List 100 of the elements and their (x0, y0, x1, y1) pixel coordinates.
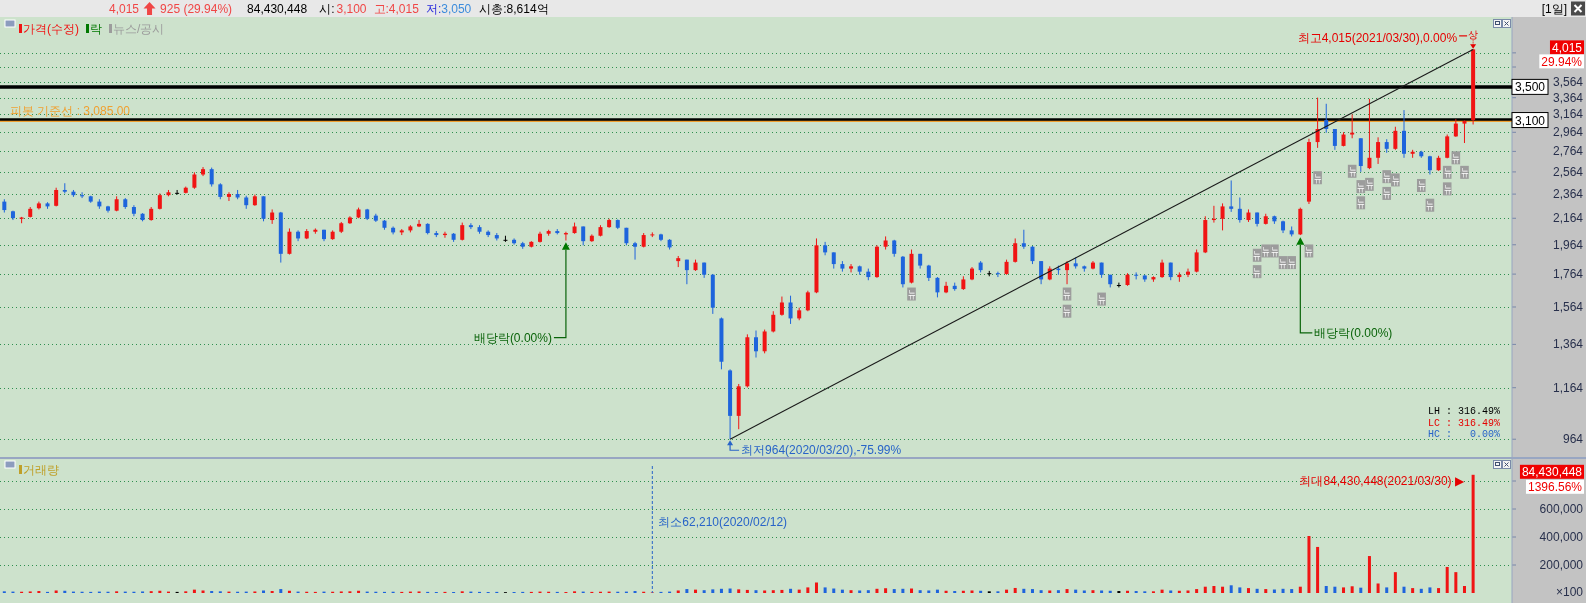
data-label: 뉴 (1443, 165, 1451, 179)
y-tick-label: 3,564 (1552, 74, 1584, 89)
candlestick (1367, 98, 1372, 170)
y-tick-label: 400,000 (1539, 530, 1584, 544)
candlestick (779, 296, 784, 317)
candlestick (1220, 202, 1225, 231)
bar (1238, 587, 1242, 593)
bar (754, 590, 758, 593)
candlestick (684, 259, 689, 285)
bar (1264, 589, 1268, 593)
bar (1056, 590, 1060, 593)
bar (1411, 588, 1415, 593)
text: 29.94% (1541, 54, 1583, 69)
bar (694, 589, 698, 593)
bar (1022, 588, 1026, 593)
y-tick-label: 1,164 (1552, 380, 1584, 395)
text: 84,430,448 (247, 2, 308, 16)
data-label: 뉴 (1357, 196, 1365, 210)
bar (1471, 474, 1475, 593)
annotation: 최저964(2020/03/20),-75.99% (741, 443, 902, 458)
candlestick (1393, 126, 1398, 151)
data-label: 뉴 (1253, 265, 1261, 278)
bar (1454, 572, 1458, 593)
bar (1419, 588, 1423, 593)
text: 고:4,015 (373, 2, 420, 16)
annotation: 최고4,015(2021/03/30),0.00% (1297, 31, 1458, 46)
data-label: 뉴 (1383, 186, 1391, 200)
text: 4,015 (1551, 40, 1583, 55)
candlestick (1350, 113, 1355, 139)
data-label: 뉴 (1383, 170, 1391, 183)
y-tick-label: 2,564 (1552, 164, 1584, 179)
bar (1342, 587, 1346, 593)
bar (1048, 590, 1052, 593)
bar (875, 588, 879, 593)
data-label: 뉴 (1460, 165, 1469, 179)
bar (1203, 586, 1207, 593)
bar (918, 590, 922, 593)
data-label: 뉴 (1288, 256, 1296, 269)
bar (1100, 590, 1104, 593)
bar (849, 590, 853, 593)
bar (54, 590, 58, 593)
bar (192, 589, 196, 593)
bar (1290, 589, 1294, 593)
bar (719, 588, 723, 593)
bar (823, 587, 827, 593)
bar (935, 589, 939, 593)
bar (780, 589, 784, 593)
text: [1일] (1541, 2, 1567, 16)
bar (745, 589, 749, 593)
ref-line-label: 3,100 (1514, 113, 1546, 128)
bar (910, 588, 914, 593)
y-tick-label: 200,000 (1539, 558, 1584, 572)
bar (1030, 589, 1034, 593)
bar (1350, 586, 1354, 593)
bar (702, 590, 706, 593)
annotation: 0.00% (1469, 429, 1500, 440)
text: 3,100 (336, 2, 367, 16)
bar (1160, 589, 1164, 593)
candlestick (261, 195, 266, 222)
ref-line-label: 피봇 기준선 : 3,085.00 (10, 104, 131, 119)
bar (1013, 587, 1017, 593)
bar (1376, 583, 1380, 593)
annotation: 배당락(0.00%) (1314, 326, 1393, 341)
bar (737, 589, 741, 593)
bar (1065, 589, 1069, 593)
data-label: 뉴 (1313, 171, 1322, 185)
candlestick (1229, 179, 1234, 213)
candlestick (1376, 136, 1381, 165)
bar (1298, 586, 1302, 593)
text: 1396.56% (1527, 480, 1583, 495)
bar (771, 590, 775, 593)
bar (1402, 586, 1406, 593)
bar (797, 589, 801, 593)
bar (1462, 586, 1466, 593)
bar (1324, 586, 1328, 593)
data-label: 뉴 (1063, 304, 1071, 318)
y-tick-label: 1,964 (1552, 237, 1584, 252)
bar (901, 588, 905, 593)
data-label: 뉴 (1357, 180, 1365, 193)
bar (927, 590, 931, 593)
bar (1074, 589, 1078, 593)
data-label: 뉴 (1279, 256, 1287, 269)
bar (884, 588, 888, 593)
annotation: 배당락(0.00%) (473, 331, 552, 346)
y-tick-label: 600,000 (1539, 502, 1584, 516)
candlestick (1021, 229, 1026, 250)
bar (1359, 587, 1363, 593)
candlestick (762, 329, 767, 354)
text: 925 (29.94%) (160, 2, 233, 16)
data-label: 뉴 (1391, 173, 1400, 187)
bar (1316, 546, 1320, 593)
legend-label: 가격(수정) (23, 22, 79, 36)
bar (1221, 586, 1225, 593)
candlestick (935, 276, 940, 298)
bar (1246, 588, 1250, 593)
bar (1039, 590, 1043, 593)
y-tick-label: 2,764 (1552, 144, 1584, 159)
bar (1333, 586, 1337, 593)
bar (1186, 590, 1190, 593)
bar (858, 590, 862, 593)
